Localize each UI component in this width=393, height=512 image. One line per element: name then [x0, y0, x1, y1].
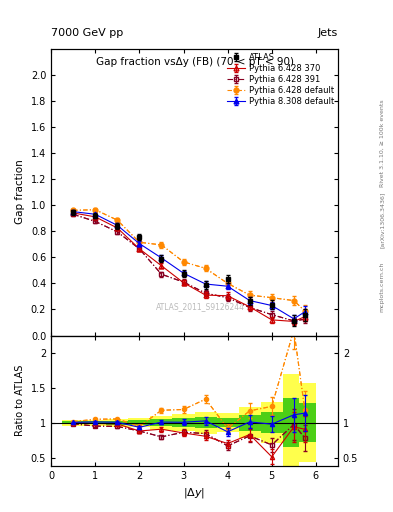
- X-axis label: |$\Delta y$|: |$\Delta y$|: [184, 486, 206, 500]
- Legend: ATLAS, Pythia 6.428 370, Pythia 6.428 391, Pythia 6.428 default, Pythia 8.308 de: ATLAS, Pythia 6.428 370, Pythia 6.428 39…: [225, 51, 336, 108]
- Y-axis label: Gap fraction: Gap fraction: [15, 160, 25, 224]
- Text: Gap fraction vsΔy (FB) (70 < pT < 90): Gap fraction vsΔy (FB) (70 < pT < 90): [95, 57, 294, 67]
- Text: ATLAS_2011_S9126244: ATLAS_2011_S9126244: [156, 302, 245, 311]
- Text: Jets: Jets: [318, 28, 338, 38]
- Text: mcplots.cern.ch: mcplots.cern.ch: [380, 262, 384, 312]
- Text: Rivet 3.1.10, ≥ 100k events: Rivet 3.1.10, ≥ 100k events: [380, 99, 384, 187]
- Text: [arXiv:1306.3436]: [arXiv:1306.3436]: [380, 192, 384, 248]
- Y-axis label: Ratio to ATLAS: Ratio to ATLAS: [15, 365, 25, 436]
- Text: 7000 GeV pp: 7000 GeV pp: [51, 28, 123, 38]
